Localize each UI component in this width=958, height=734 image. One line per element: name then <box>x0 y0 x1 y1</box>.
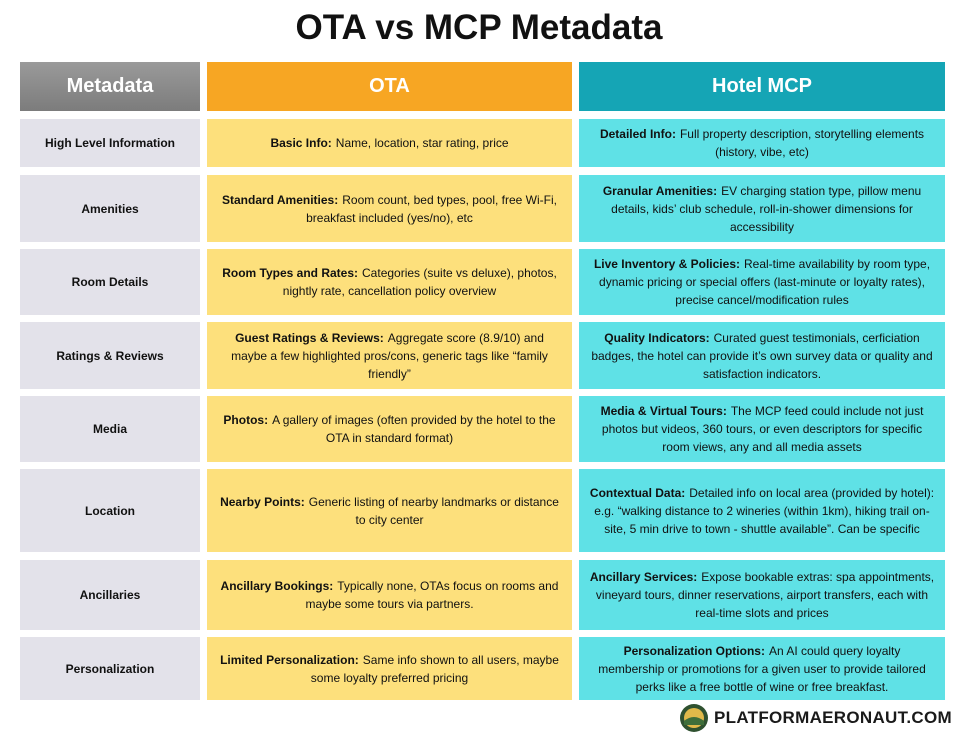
cell-heading: Contextual Data: <box>589 485 686 500</box>
cell-heading: Personalization Options: <box>623 643 765 658</box>
cell-content: Guest Ratings & Reviews: Aggregate score … <box>217 329 562 383</box>
cell-text: An AI could query loyalty membership or … <box>598 643 926 694</box>
ota-cell: Nearby Points: Generic listing of nearby … <box>207 469 572 552</box>
cell-content: Ancillary Bookings: Typically none, OTAs … <box>217 577 562 613</box>
ota-cell: Standard Amenities: Room count, bed types… <box>207 175 572 242</box>
row-label: Room Details <box>20 249 200 315</box>
cell-content: Ancillary Services: Expose bookable extra… <box>589 568 935 622</box>
cell-text: A gallery of images (often provided by t… <box>272 413 556 445</box>
cell-content: Detailed Info: Full property description,… <box>589 125 935 161</box>
brand: PLATFORMAERONAUT.COM <box>714 708 952 727</box>
brand-logo <box>680 704 708 732</box>
cell-content: Nearby Points: Generic listing of nearby … <box>217 493 562 529</box>
mcp-cell: Detailed Info: Full property description,… <box>579 119 945 167</box>
cell-content: Contextual Data: Detailed info on local a… <box>589 484 935 538</box>
cell-text: Aggregate score (8.9/10) and maybe a few… <box>231 330 548 381</box>
row-label: Amenities <box>20 175 200 242</box>
ota-cell: Limited Personalization: Same info shown … <box>207 637 572 700</box>
row-label: Media <box>20 396 200 462</box>
cell-text: Real-time availability by room type, dyn… <box>599 257 931 307</box>
mcp-cell: Contextual Data: Detailed info on local a… <box>579 469 945 552</box>
cell-text: The MCP feed could include not just phot… <box>601 404 924 454</box>
cell-heading: Ancillary Bookings: <box>220 579 334 593</box>
cell-content: Quality Indicators: Curated guest testimo… <box>589 329 935 383</box>
cell-heading: Basic Info: <box>270 136 332 150</box>
row-label: Ratings & Reviews <box>20 322 200 389</box>
cell-content: Standard Amenities: Room count, bed types… <box>217 191 562 227</box>
cell-heading: Detailed Info: <box>599 127 676 141</box>
mcp-cell: Ancillary Services: Expose bookable extra… <box>579 560 945 630</box>
cell-content: Personalization Options: An AI could quer… <box>589 642 935 696</box>
cell-content: Live Inventory & Policies: Real-time avai… <box>589 255 935 309</box>
cell-heading: Ancillary Services: <box>589 570 698 584</box>
cell-text: Curated guest testimonials, cerficiation… <box>591 330 933 381</box>
title: OTA vs MCP Metadata <box>295 8 663 47</box>
cell-content: Limited Personalization: Same info shown … <box>217 651 562 687</box>
ota-cell: Ancillary Bookings: Typically none, OTAs … <box>207 560 572 630</box>
column-header: OTA <box>207 62 572 111</box>
cell-text: Name, location, star rating, price <box>335 136 509 150</box>
cell-heading: Granular Amenities: <box>602 183 718 198</box>
cell-text: Expose bookable extras: spa appointments… <box>595 570 935 620</box>
cell-text: Same info shown to all users, maybe some… <box>310 652 559 685</box>
cell-text: Generic listing of nearby landmarks or d… <box>308 494 559 527</box>
row-label: Ancillaries <box>20 560 200 630</box>
cell-heading: Media & Virtual Tours: <box>600 404 727 418</box>
column-header: Metadata <box>20 62 200 111</box>
mcp-cell: Media & Virtual Tours: The MCP feed could… <box>579 396 945 462</box>
cell-content: Room Types and Rates: Categories (suite v… <box>217 264 562 300</box>
cell-heading: Live Inventory & Policies: <box>593 257 740 271</box>
cell-heading: Room Types and Rates: <box>222 266 359 280</box>
mcp-cell: Granular Amenities: EV charging station t… <box>579 175 945 242</box>
ota-cell: Photos: A gallery of images (often provid… <box>207 396 572 462</box>
cell-heading: Guest Ratings & Reviews: <box>235 330 384 345</box>
row-label: Personalization <box>20 637 200 700</box>
mcp-cell: Personalization Options: An AI could quer… <box>579 637 945 700</box>
cell-text: Room count, bed types, pool, free Wi-Fi,… <box>306 192 557 225</box>
cell-content: Media & Virtual Tours: The MCP feed could… <box>589 402 935 456</box>
cell-content: Photos: A gallery of images (often provid… <box>217 411 562 447</box>
cell-text: Detailed info on local area (provided by… <box>594 485 935 536</box>
cell-text: EV charging station type, pillow menu de… <box>611 183 922 234</box>
cell-heading: Photos: <box>223 413 269 427</box>
cell-text: Full property description, storytelling … <box>679 127 925 159</box>
cell-content: Granular Amenities: EV charging station t… <box>589 182 935 236</box>
cell-content: Basic Info: Name, location, star rating, … <box>270 134 508 152</box>
cell-heading: Limited Personalization: <box>220 652 359 667</box>
mcp-cell: Live Inventory & Policies: Real-time avai… <box>579 249 945 315</box>
row-label: High Level Information <box>20 119 200 167</box>
row-label: Location <box>20 469 200 552</box>
cell-heading: Quality Indicators: <box>604 330 710 345</box>
mcp-cell: Quality Indicators: Curated guest testimo… <box>579 322 945 389</box>
column-header: Hotel MCP <box>579 62 945 111</box>
cell-heading: Nearby Points: <box>220 494 305 509</box>
ota-cell: Guest Ratings & Reviews: Aggregate score … <box>207 322 572 389</box>
ota-cell: Room Types and Rates: Categories (suite v… <box>207 249 572 315</box>
cell-text: Categories (suite vs deluxe), photos, ni… <box>282 266 557 298</box>
cell-heading: Standard Amenities: <box>221 192 339 207</box>
cell-text: Typically none, OTAs focus on rooms and … <box>305 579 559 611</box>
ota-cell: Basic Info: Name, location, star rating, … <box>207 119 572 167</box>
